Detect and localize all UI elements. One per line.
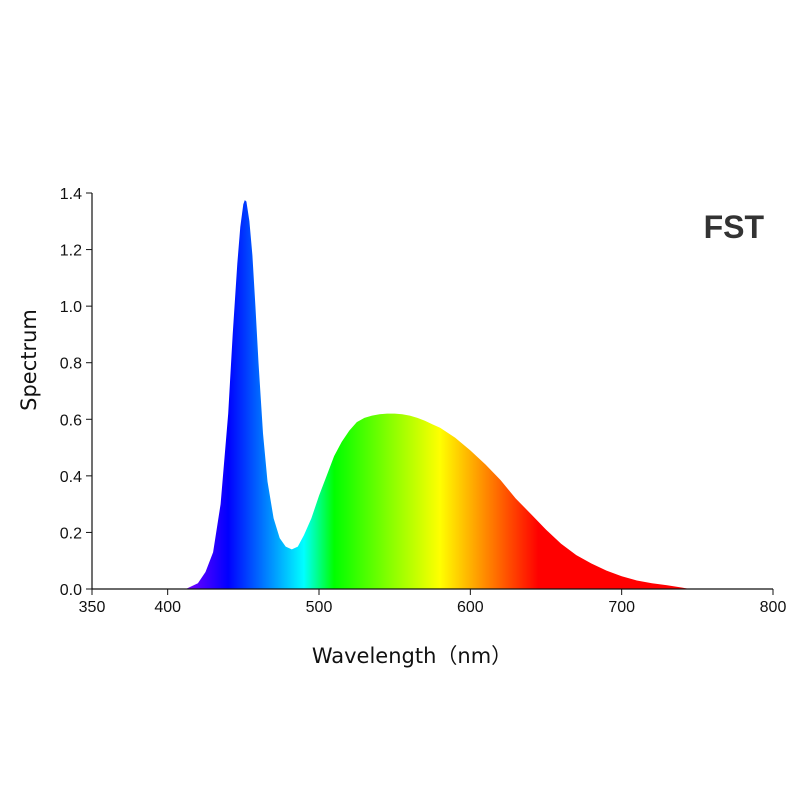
y-tick-label: 1.0 — [60, 299, 82, 316]
y-tick-label: 0.6 — [60, 412, 82, 429]
y-axis-title: Spectrum — [17, 309, 41, 411]
y-tick-label: 0.8 — [60, 356, 82, 373]
area-layer — [185, 200, 690, 589]
x-tick-label: 700 — [608, 599, 635, 616]
x-tick-label: 600 — [457, 599, 484, 616]
x-axis-title: Wavelength（nm） — [312, 644, 512, 668]
x-tick-label: 800 — [760, 599, 787, 616]
axes-layer — [91, 193, 773, 590]
x-tick-label: 500 — [306, 599, 333, 616]
x-tick-label: 400 — [154, 599, 181, 616]
y-tick-label: 0.2 — [60, 525, 82, 542]
spectrum-area — [185, 200, 690, 589]
y-tick-label: 0.4 — [60, 469, 82, 486]
chart-annotation-fst: FST — [704, 209, 765, 245]
ticks-layer: 350 400 500 600 700 800 0.0 0.2 0.4 0.6 0.8 1.0 1.2 1… — [60, 186, 787, 616]
x-tick-label: 350 — [79, 599, 106, 616]
y-tick-label: 1.2 — [60, 243, 82, 260]
y-tick-label: 0.0 — [60, 582, 82, 599]
y-tick-label: 1.4 — [60, 186, 82, 203]
